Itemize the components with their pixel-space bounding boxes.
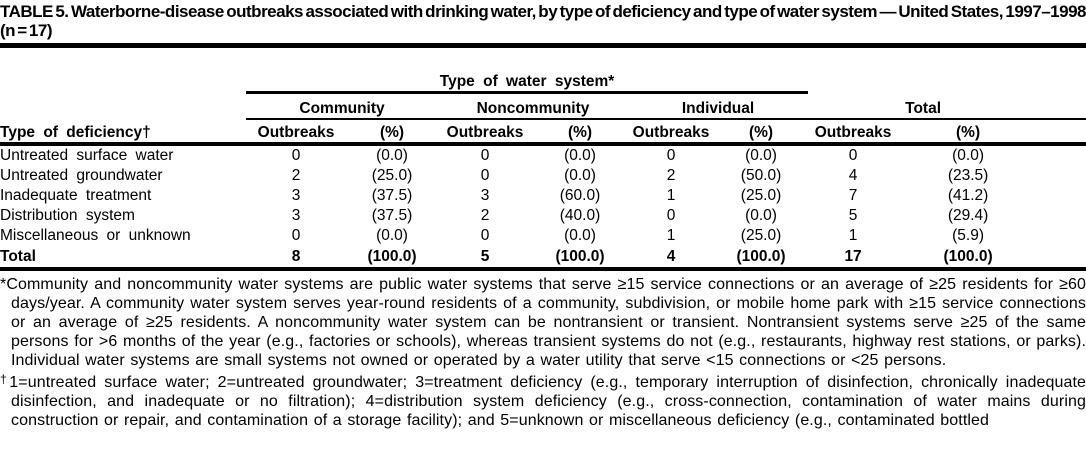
spanner-spacer-right bbox=[808, 62, 1086, 93]
cell-value: 0 bbox=[480, 167, 490, 184]
cell-value: (29.4) bbox=[947, 207, 989, 224]
footnote-water-systems: *Community and noncommunity water system… bbox=[0, 275, 1086, 370]
outbreaks-table: Type of water system* Community Noncommu… bbox=[0, 62, 1086, 271]
cell-value: 2 bbox=[291, 167, 301, 184]
footnotes-block: *Community and noncommunity water system… bbox=[0, 275, 1086, 430]
cell-value: 3 bbox=[291, 207, 301, 224]
group-header-noncommunity: Noncommunity bbox=[438, 92, 628, 120]
total-cell-value: (100.0) bbox=[346, 246, 438, 271]
row-label: Distribution system bbox=[0, 207, 135, 224]
cell-value: (0.0) bbox=[745, 147, 777, 164]
total-cell-value: 8 bbox=[246, 246, 346, 271]
cell-value: (37.5) bbox=[371, 187, 413, 204]
spanner-header: Type of water system* bbox=[246, 62, 809, 94]
title-rule bbox=[0, 43, 1086, 48]
cell-value: (0.0) bbox=[376, 227, 408, 244]
col-header-total-pct: (%) bbox=[898, 119, 1039, 146]
total-cell-value: (100.0) bbox=[898, 246, 1039, 271]
cell-value: 7 bbox=[848, 187, 858, 204]
table-title: TABLE 5. Waterborne-disease outbreaks as… bbox=[0, 2, 1086, 40]
footnote-text: 1=untreated surface water; 2=untreated g… bbox=[9, 374, 1086, 429]
cell-value: 0 bbox=[848, 147, 858, 164]
cell-value: (0.0) bbox=[376, 147, 408, 164]
total-cell-value: (100.0) bbox=[532, 246, 628, 271]
asterisk-footnote-marker: * bbox=[0, 276, 7, 293]
cell-value: 0 bbox=[480, 227, 490, 244]
spanner-row: Type of water system* bbox=[0, 62, 1086, 94]
cell-value: 5 bbox=[848, 207, 858, 224]
total-cell-value: 5 bbox=[438, 246, 532, 271]
cell-value: 3 bbox=[291, 187, 301, 204]
total-cell-value: 17 bbox=[808, 246, 899, 271]
cell-value: (41.2) bbox=[947, 187, 989, 204]
cell-value: 1 bbox=[848, 227, 858, 244]
footnote-text: Community and noncommunity water systems… bbox=[6, 276, 1086, 369]
cell-value: 0 bbox=[291, 147, 301, 164]
cell-value: (25.0) bbox=[740, 187, 782, 204]
table-row: Miscellaneous or unknown 0 (0.0) 0 (0.0)… bbox=[0, 226, 1086, 246]
group-header-individual: Individual bbox=[628, 92, 809, 120]
col-header-noncommunity-pct: (%) bbox=[532, 119, 628, 146]
spanner-spacer-left bbox=[0, 62, 246, 93]
total-cell-value: 4 bbox=[628, 246, 714, 271]
table-row: Distribution system 3 (37.5) 2 (40.0) 0 … bbox=[0, 206, 1086, 226]
cell-value: 2 bbox=[666, 167, 676, 184]
cell-value: (23.5) bbox=[947, 167, 989, 184]
cell-value: 1 bbox=[666, 227, 676, 244]
cell-value: 4 bbox=[848, 167, 858, 184]
table-row: Untreated surface water 0 (0.0) 0 (0.0) … bbox=[0, 144, 1086, 166]
group-spacer bbox=[0, 93, 246, 120]
cell-value: (25.0) bbox=[740, 227, 782, 244]
row-label: Untreated surface water bbox=[0, 147, 174, 164]
cell-value: (50.0) bbox=[740, 167, 782, 184]
col-header-community-pct: (%) bbox=[346, 119, 438, 146]
cell-value: (37.5) bbox=[371, 207, 413, 224]
total-cell-value: (100.0) bbox=[714, 246, 809, 271]
table-row: Untreated groundwater 2 (25.0) 0 (0.0) 2… bbox=[0, 166, 1086, 186]
cell-value: 2 bbox=[480, 207, 490, 224]
group-header-community: Community bbox=[246, 92, 438, 120]
total-row-label: Total bbox=[0, 246, 246, 271]
cell-value: (5.9) bbox=[952, 227, 984, 244]
col-header-community-outbreaks: Outbreaks bbox=[246, 119, 346, 146]
col-header-noncommunity-outbreaks: Outbreaks bbox=[438, 119, 532, 146]
col-header-individual-outbreaks: Outbreaks bbox=[628, 119, 714, 146]
cell-value: (0.0) bbox=[564, 227, 596, 244]
row-header-label: Type of deficiency† bbox=[0, 119, 246, 146]
cell-value: (0.0) bbox=[564, 167, 596, 184]
cell-value: (60.0) bbox=[559, 187, 601, 204]
cell-value: (0.0) bbox=[564, 147, 596, 164]
col-header-spacer bbox=[1038, 119, 1086, 146]
cell-value: 0 bbox=[666, 147, 676, 164]
table-row: Inadequate treatment 3 (37.5) 3 (60.0) 1… bbox=[0, 186, 1086, 206]
footnote-deficiency-codes: †1=untreated surface water; 2=untreated … bbox=[0, 370, 1086, 430]
cell-value: (0.0) bbox=[952, 147, 984, 164]
cell-value: 0 bbox=[480, 147, 490, 164]
cell-value: (0.0) bbox=[745, 207, 777, 224]
cell-value: (25.0) bbox=[371, 167, 413, 184]
cell-value: 0 bbox=[666, 207, 676, 224]
total-row: Total 8 (100.0) 5 (100.0) 4 (100.0) 17 (… bbox=[0, 246, 1086, 271]
col-header-individual-pct: (%) bbox=[714, 119, 809, 146]
row-label: Miscellaneous or unknown bbox=[0, 227, 191, 244]
group-spacer-right bbox=[1038, 92, 1086, 120]
cell-value: 3 bbox=[480, 187, 490, 204]
cell-value: 0 bbox=[291, 227, 301, 244]
group-header-row: Community Noncommunity Individual Total bbox=[0, 92, 1086, 120]
cell-value: 1 bbox=[666, 187, 676, 204]
col-header-total-outbreaks: Outbreaks bbox=[808, 119, 899, 146]
row-label: Inadequate treatment bbox=[0, 187, 152, 204]
dagger-footnote-marker: † bbox=[0, 372, 10, 386]
group-header-total: Total bbox=[808, 92, 1039, 120]
row-label: Untreated groundwater bbox=[0, 167, 163, 184]
column-header-row: Type of deficiency† Outbreaks (%) Outbre… bbox=[0, 119, 1086, 146]
cell-value: (40.0) bbox=[559, 207, 601, 224]
